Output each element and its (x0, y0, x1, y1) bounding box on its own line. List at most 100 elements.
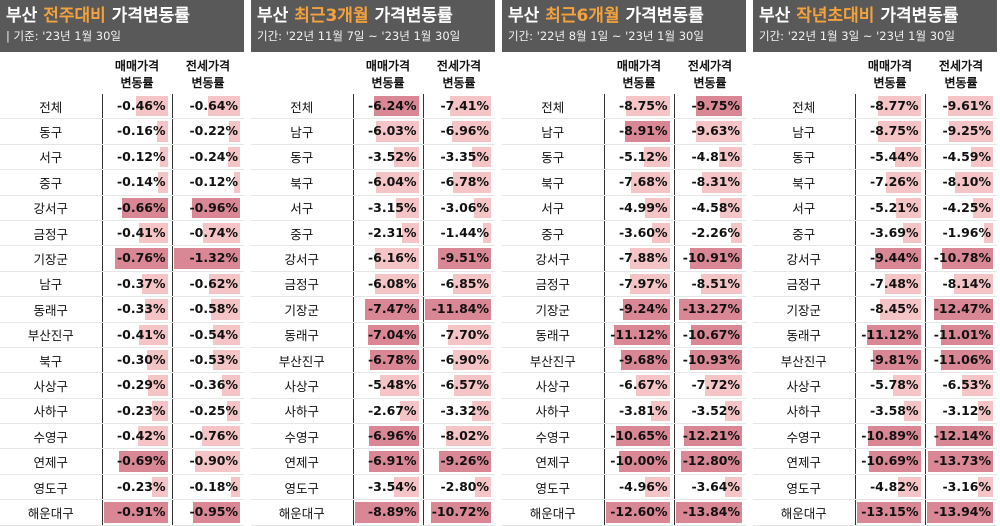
sale-change-value: -3.15% (367, 199, 417, 215)
table-row: 영도구 -4.96% -3.64% (502, 474, 746, 501)
sale-change-cell: -0.33% (101, 296, 172, 323)
rent-change-bar (942, 248, 993, 269)
sale-change-value: -0.69% (116, 453, 166, 469)
sale-change-value: -6.08% (367, 275, 417, 291)
sale-change-value: -5.21% (869, 199, 919, 215)
sale-change-bar (897, 476, 921, 498)
header-blank (0, 52, 102, 94)
table-row: 강서구 -9.44% -10.78% (753, 245, 997, 272)
rent-change-cell: -10.78% (924, 245, 997, 272)
sale-change-cell: -0.66% (101, 195, 172, 221)
rent-change-bar (701, 273, 742, 295)
rent-change-bar (684, 426, 742, 447)
rent-change-bar (229, 121, 240, 142)
rent-change-value: -6.78% (440, 174, 489, 190)
district-name: 사상구 (753, 372, 855, 399)
sale-change-value: -10.65% (610, 428, 668, 444)
rent-change-value: -1.44% (440, 224, 489, 240)
rent-change-bar (439, 451, 491, 472)
sale-change-value: -13.15% (861, 504, 919, 520)
sale-change-value: -0.23% (116, 402, 166, 418)
sale-change-bar (138, 324, 168, 345)
sale-change-bar (630, 172, 670, 193)
sale-change-cell: -8.75% (854, 118, 925, 145)
panel-period: 기간: '22년 8월 1일 ~ '23년 1월 30일 (508, 29, 704, 43)
rent-change-cell: -2.80% (422, 474, 495, 501)
rent-change-cell: -10.91% (673, 245, 746, 272)
rent-change-bar (222, 375, 240, 396)
sale-change-cell: -5.44% (854, 144, 925, 171)
sale-change-value: -8.75% (618, 98, 668, 113)
table-row: 서구 -3.15% -3.06% (251, 195, 495, 221)
district-name: 강서구 (0, 195, 102, 221)
header-rent: 전세가격 변동률 (185, 59, 231, 90)
sale-change-cell: -10.89% (854, 423, 925, 450)
rent-change-bar (475, 476, 491, 498)
sale-change-cell: -5.78% (854, 372, 925, 399)
rent-change-value: -10.78% (933, 250, 991, 266)
panel-title: 부산 최근3개월 가격변동률 (257, 4, 489, 28)
district-name: 동구 (251, 144, 353, 171)
sale-change-bar (868, 451, 921, 472)
price-table: 매매가격 변동률 전세가격 변동률 전체 -6.24% -7.41% 남구 -6.03% -6… (251, 52, 495, 526)
district-name: 부산진구 (251, 347, 353, 374)
rent-change-cell: -0.18% (171, 474, 244, 501)
district-name: 동구 (502, 144, 604, 171)
rent-change-cell: -8.14% (924, 271, 997, 298)
rent-change-bar (211, 299, 240, 320)
table-row: 동래구 -7.04% -7.70% (251, 322, 495, 348)
rent-change-cell: -12.80% (673, 448, 746, 475)
table-row: 중구 -3.60% -2.26% (502, 220, 746, 247)
district-name: 사하구 (502, 398, 604, 425)
table-row: 북구 -0.30% -0.53% (0, 347, 244, 374)
sale-change-value: -3.52% (367, 148, 417, 164)
table-row: 남구 -8.91% -9.63% (502, 118, 746, 145)
sale-change-value: -6.67% (618, 377, 668, 393)
sale-change-cell: -12.60% (603, 499, 674, 526)
price-panel-1: 부산 전주대비 가격변동률 | 기준: '23년 1월 30일 매매가격 변동률 전세… (0, 0, 244, 526)
sale-change-cell: -5.12% (603, 144, 674, 171)
sale-change-cell: -0.29% (101, 372, 172, 399)
rent-change-value: -8.02% (440, 428, 489, 444)
rent-change-bar (690, 248, 742, 269)
table-row: 연제구 -10.00% -12.80% (502, 448, 746, 475)
panel-header: 부산 전주대비 가격변동률 | 기준: '23년 1월 30일 (0, 0, 244, 52)
table-row: 사상구 -6.67% -7.72% (502, 372, 746, 399)
district-name: 기장군 (0, 245, 102, 272)
rent-change-cell: -3.06% (422, 195, 495, 221)
sale-change-value: -11.12% (861, 326, 919, 342)
district-name: 전체 (0, 94, 102, 120)
rent-change-bar (174, 248, 240, 269)
rent-change-value: -3.32% (440, 402, 489, 418)
sale-change-bar (620, 349, 670, 371)
rent-change-cell: -3.35% (422, 144, 495, 171)
sale-change-value: -3.60% (618, 224, 668, 240)
table-row: 전체 -8.75% -9.75% (502, 94, 746, 120)
rent-change-cell: -9.63% (673, 118, 746, 145)
table-row: 해운대구 -12.60% -13.84% (502, 499, 746, 526)
sale-change-value: -0.12% (116, 148, 166, 164)
sale-change-cell: -7.04% (352, 322, 423, 348)
rent-change-value: -3.64% (691, 478, 740, 494)
rent-change-bar (209, 273, 240, 295)
rent-change-cell: -11.06% (924, 347, 997, 374)
rent-change-bar (472, 146, 491, 168)
table-row: 기장군 -8.45% -12.47% (753, 296, 997, 323)
sale-change-bar (877, 96, 921, 117)
sale-change-cell: -6.08% (352, 271, 423, 298)
rent-change-cell: -9.25% (924, 118, 997, 145)
sale-change-cell: -6.03% (352, 118, 423, 145)
rent-change-bar (696, 121, 742, 142)
sale-change-bar (375, 172, 419, 193)
sale-change-cell: -8.89% (352, 499, 423, 526)
sale-change-cell: -0.76% (101, 245, 172, 272)
rent-change-value: -8.10% (942, 174, 991, 190)
sale-change-cell: -0.69% (101, 448, 172, 475)
table-row: 동구 -0.16% -0.22% (0, 118, 244, 145)
sale-change-value: -8.75% (869, 123, 919, 139)
title-prefix: 부산 (6, 6, 44, 26)
district-name: 금정구 (251, 271, 353, 298)
sale-change-cell: -8.91% (603, 118, 674, 145)
district-name: 금정구 (753, 271, 855, 298)
header-blank (502, 52, 604, 94)
